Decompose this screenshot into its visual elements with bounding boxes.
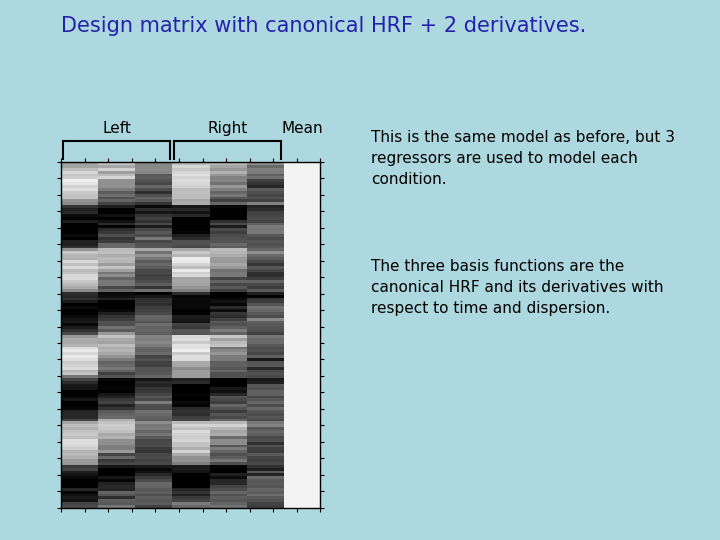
Text: Left: Left [102, 121, 131, 136]
Text: This is the same model as before, but 3
regressors are used to model each
condit: This is the same model as before, but 3 … [371, 130, 675, 187]
Text: Right: Right [207, 121, 248, 136]
Text: Design matrix with canonical HRF + 2 derivatives.: Design matrix with canonical HRF + 2 der… [61, 16, 587, 36]
Text: Mean: Mean [281, 121, 323, 136]
Text: The three basis functions are the
canonical HRF and its derivatives with
respect: The three basis functions are the canoni… [371, 259, 663, 316]
